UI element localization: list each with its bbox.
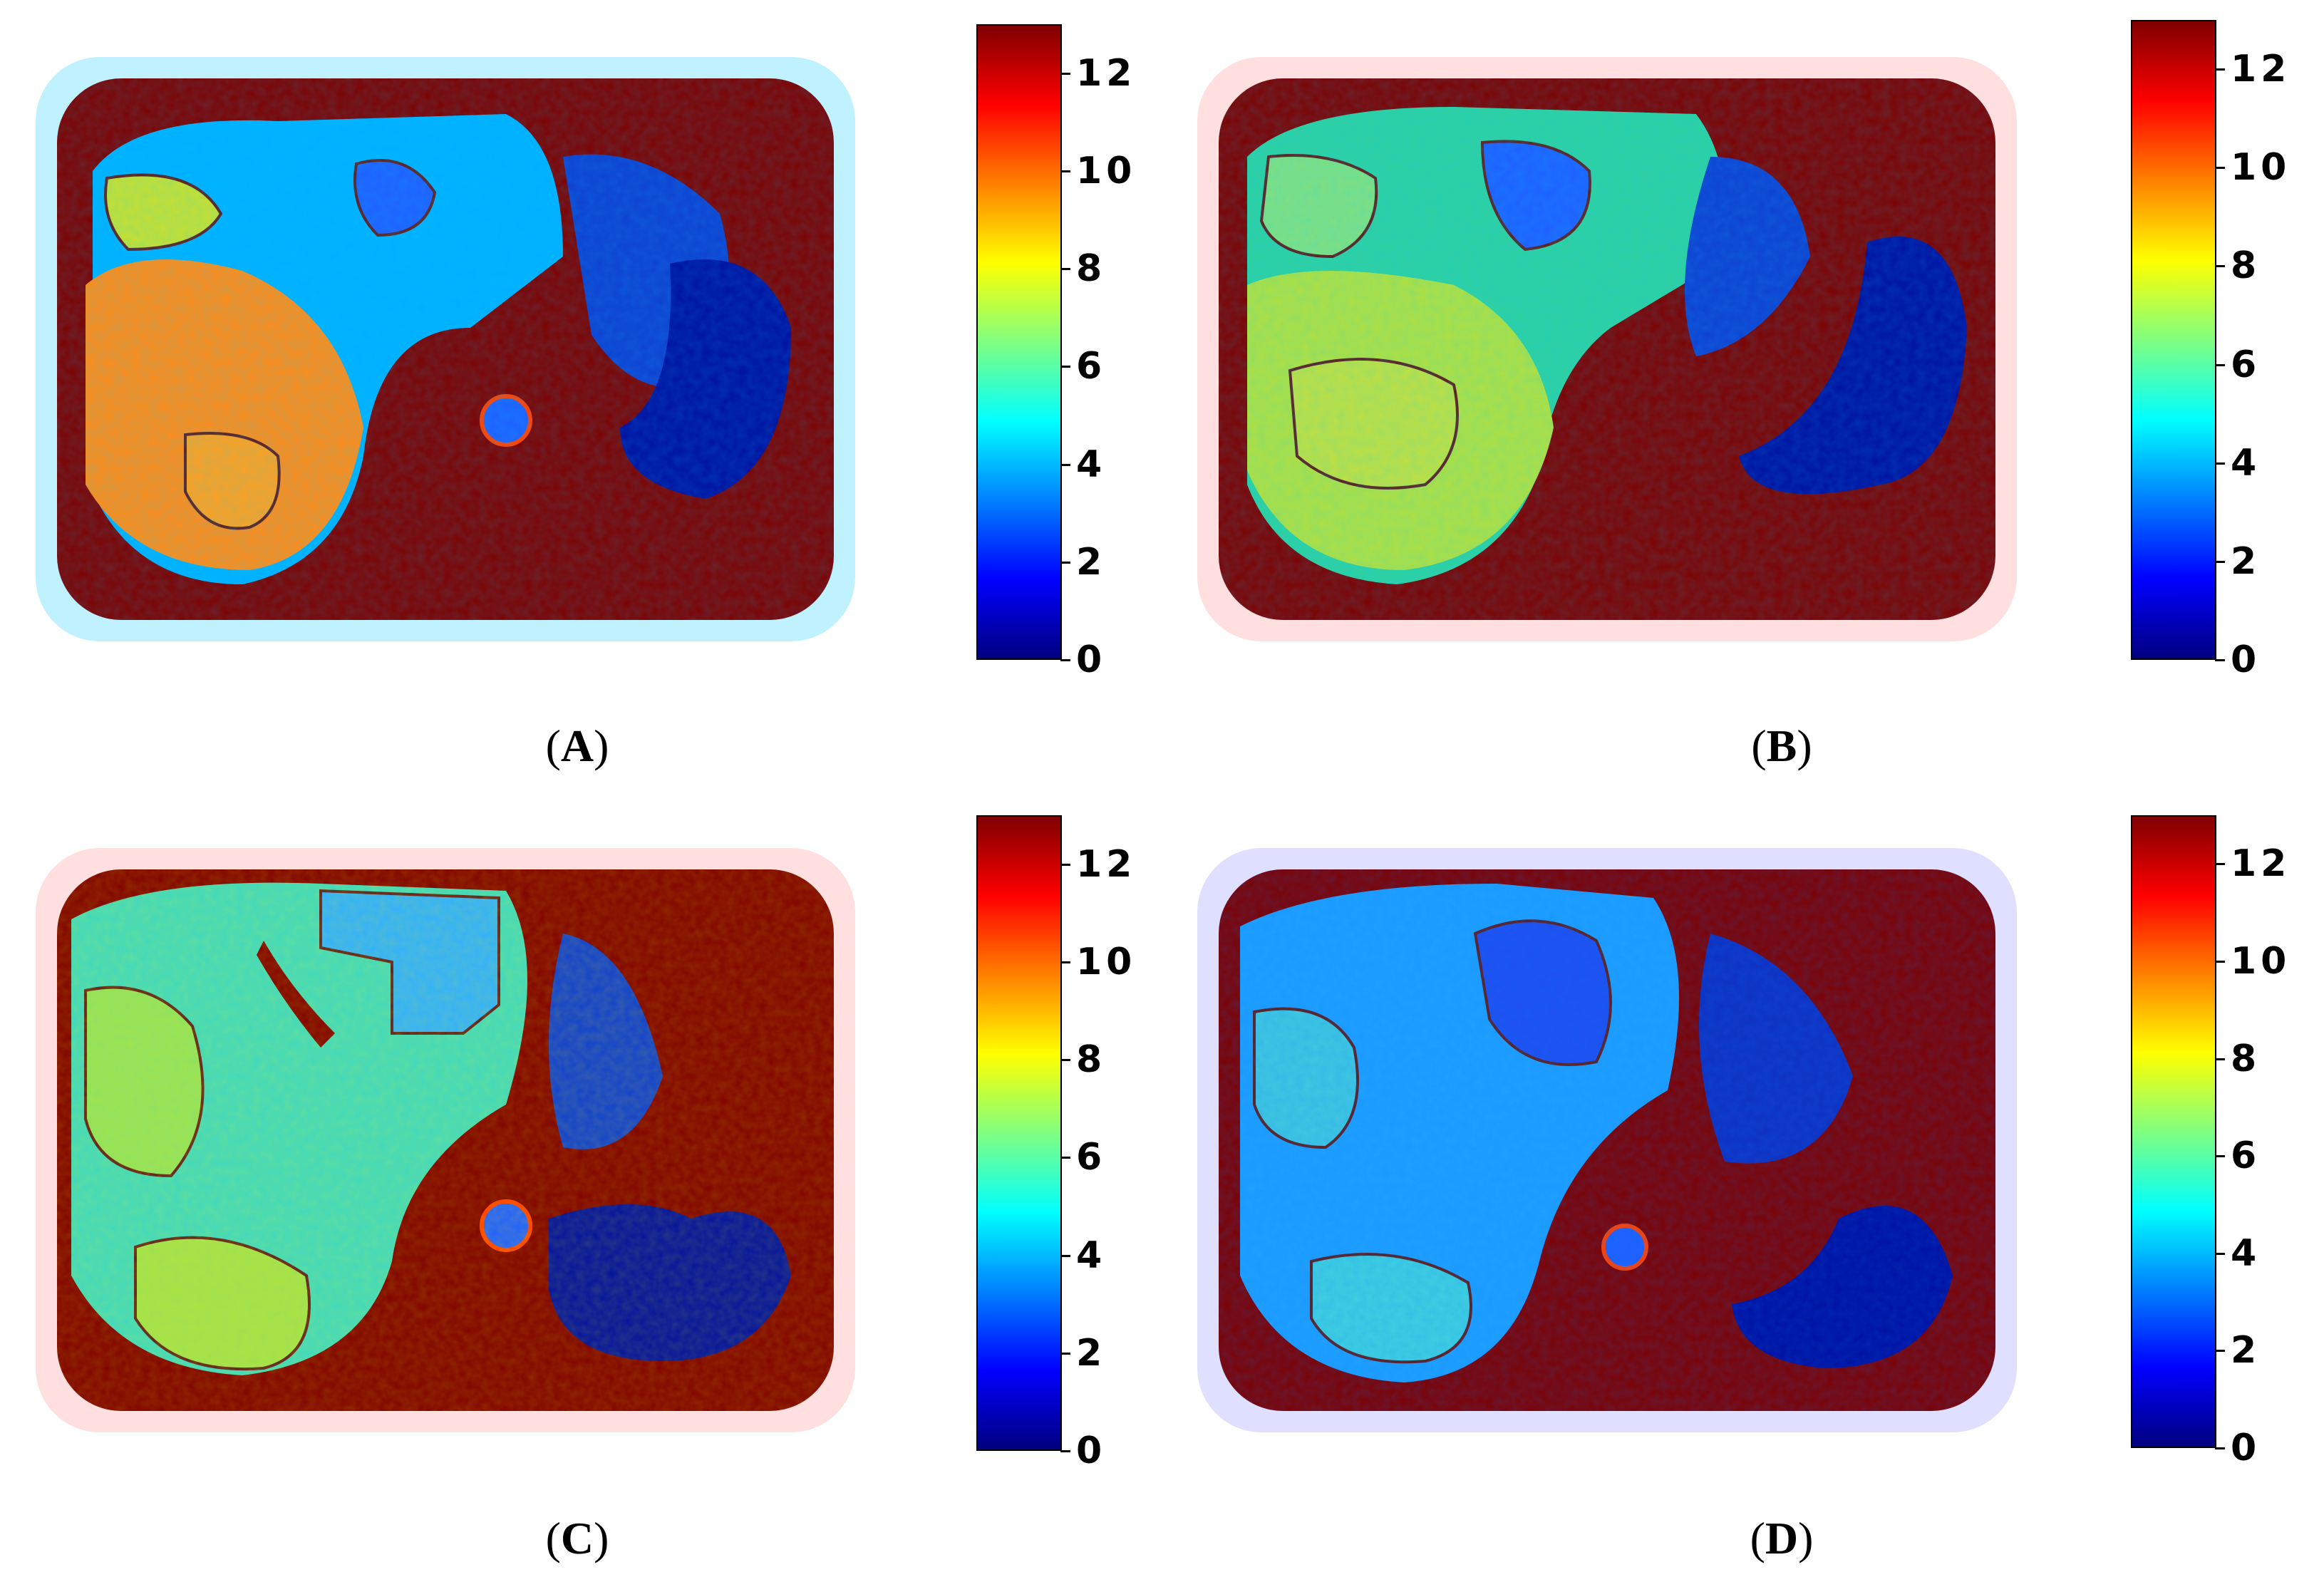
parametric-map-d <box>1197 848 2017 1432</box>
colorbar-tick-label: 4 <box>1076 1234 1107 1277</box>
colorbar-tick-mark <box>2215 1350 2225 1353</box>
panel-label-a: A <box>560 720 594 771</box>
colorbar-tick-label: 8 <box>1076 1038 1107 1082</box>
colorbar-tick-label: 12 <box>1076 842 1137 886</box>
colorbar-tick-label: 2 <box>2231 1329 2261 1373</box>
panel-b: 0 2 4 6 8 10 12 (B) <box>1162 0 2323 791</box>
panel-a: 0 2 4 6 8 10 12 (A) <box>0 0 1162 791</box>
parametric-map-b <box>1197 57 2017 641</box>
colorbar-tick-label: 4 <box>2231 1231 2261 1275</box>
colorbar-tick-mark <box>2215 1058 2225 1060</box>
colorbar-tick-mark <box>2215 1447 2225 1449</box>
panel-caption-d: (D) <box>1750 1513 1814 1563</box>
colorbar-tick-mark <box>2215 659 2225 661</box>
colorbar-tick-mark <box>2215 167 2225 170</box>
panel-c: 0 2 4 6 8 10 12 (C) <box>0 791 1162 1587</box>
colorbar-tick-mark <box>2215 560 2225 563</box>
colorbar-tick-mark <box>1060 561 1070 564</box>
colorbar-tick-mark <box>2215 363 2225 366</box>
colorbar-tick-label: 2 <box>1076 540 1107 584</box>
colorbar-b <box>2131 20 2216 660</box>
colorbar-tick-label: 10 <box>2231 146 2291 190</box>
colorbar-tick-label: 12 <box>2231 48 2291 91</box>
colorbar-c <box>976 815 1062 1451</box>
colorbar-tick-mark <box>1060 863 1070 866</box>
colorbar-tick-mark <box>1060 659 1070 661</box>
colorbar-tick-mark <box>1060 1254 1070 1257</box>
colorbar-tick-label: 2 <box>1076 1331 1107 1375</box>
panel-label-b: B <box>1766 720 1797 771</box>
colorbar-tick-mark <box>2215 462 2225 465</box>
colorbar-tick-mark <box>1060 268 1070 271</box>
colorbar-tick-mark <box>2215 265 2225 268</box>
colorbar-tick-mark <box>1060 961 1070 963</box>
colorbar-tick-label: 10 <box>2231 939 2291 983</box>
colorbar-tick-label: 10 <box>1076 149 1137 192</box>
colorbar-ticks-a: 0 2 4 6 8 10 12 <box>1060 24 1176 678</box>
colorbar-tick-label: 12 <box>2231 842 2291 886</box>
colorbar-ticks-b: 0 2 4 6 8 10 12 <box>2215 20 2324 678</box>
colorbar-tick-mark <box>1060 170 1070 172</box>
colorbar-tick-label: 6 <box>1076 1136 1107 1179</box>
colorbar-tick-mark <box>1060 366 1070 368</box>
colorbar-tick-label: 0 <box>1076 1430 1107 1472</box>
colorbar-tick-label: 4 <box>1076 443 1107 486</box>
colorbar-tick-label: 6 <box>2231 1134 2261 1178</box>
parametric-map-a <box>36 57 855 641</box>
panel-caption-a: (A) <box>545 720 609 771</box>
colorbar-ticks-c: 0 2 4 6 8 10 12 <box>1060 815 1176 1469</box>
colorbar-tick-label: 0 <box>2231 1427 2261 1469</box>
colorbar-tick-mark <box>1060 1352 1070 1355</box>
colorbar-tick-label: 10 <box>1076 940 1137 983</box>
panel-label-d: D <box>1765 1513 1799 1563</box>
panel-caption-c: (C) <box>545 1513 609 1563</box>
colorbar-tick-label: 2 <box>2231 539 2261 583</box>
colorbar-tick-mark <box>1060 1059 1070 1062</box>
colorbar-tick-label: 6 <box>1076 345 1107 388</box>
colorbar-tick-label: 8 <box>2231 1037 2261 1080</box>
colorbar-tick-label: 6 <box>2231 343 2261 386</box>
panel-label-c: C <box>560 1513 594 1563</box>
panel-d: 0 2 4 6 8 10 12 (D) <box>1162 791 2323 1587</box>
panel-caption-b: (B) <box>1751 720 1812 771</box>
colorbar-tick-mark <box>1060 1450 1070 1452</box>
colorbar-tick-mark <box>2215 960 2225 963</box>
colorbar-a <box>976 24 1062 660</box>
colorbar-tick-mark <box>2215 1252 2225 1255</box>
colorbar-tick-label: 0 <box>1076 639 1107 681</box>
colorbar-tick-mark <box>1060 72 1070 75</box>
colorbar-ticks-d: 0 2 4 6 8 10 12 <box>2215 815 2324 1467</box>
colorbar-tick-mark <box>1060 1157 1070 1159</box>
colorbar-tick-label: 8 <box>2231 244 2261 288</box>
colorbar-tick-mark <box>2215 863 2225 866</box>
parametric-map-c <box>36 848 855 1432</box>
colorbar-tick-label: 8 <box>1076 247 1107 291</box>
colorbar-tick-mark <box>2215 1155 2225 1158</box>
colorbar-tick-label: 12 <box>1076 51 1137 95</box>
colorbar-d <box>2131 815 2216 1448</box>
colorbar-tick-label: 4 <box>2231 441 2261 485</box>
colorbar-tick-mark <box>2215 68 2225 71</box>
colorbar-tick-label: 0 <box>2231 639 2261 681</box>
colorbar-tick-mark <box>1060 463 1070 466</box>
